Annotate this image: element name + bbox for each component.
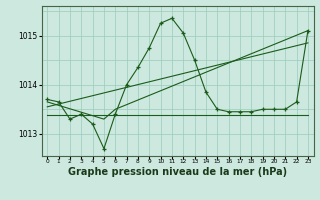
X-axis label: Graphe pression niveau de la mer (hPa): Graphe pression niveau de la mer (hPa) [68,167,287,177]
